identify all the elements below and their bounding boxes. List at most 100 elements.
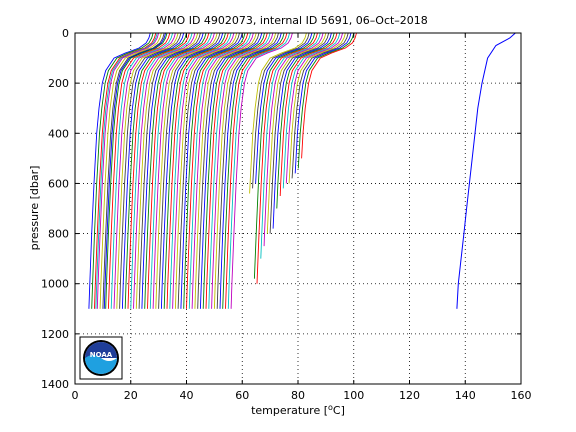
profile-line (95, 32, 158, 309)
profile-line (121, 32, 185, 309)
x-tick-label: 140 (455, 389, 476, 402)
profile-line (255, 32, 313, 184)
profile-line (94, 32, 157, 309)
profile-line (91, 32, 154, 309)
axis-ticks: 0 20 40 60 80 100 120 140 160 0 200 400 600 800 1000 12… (41, 27, 532, 402)
y-tick-label: 1200 (41, 328, 69, 341)
profile-line (256, 32, 318, 284)
profile-line (172, 32, 235, 309)
noaa-logo: NOAA (79, 336, 123, 380)
x-tick-label: 60 (235, 389, 249, 402)
x-tick-label: 80 (291, 389, 305, 402)
profile-line (219, 32, 282, 309)
x-tick-label: 120 (399, 389, 420, 402)
logo-sky (85, 342, 117, 358)
y-axis-label: pressure [dbar] (28, 166, 41, 251)
profile-line (116, 32, 179, 309)
profile-line (197, 32, 260, 309)
profile-line (113, 32, 176, 309)
y-tick-label: 0 (62, 27, 69, 40)
profile-line (294, 32, 352, 174)
profile-line (276, 32, 335, 209)
y-tick-label: 800 (48, 228, 69, 241)
profile-line (149, 32, 213, 309)
x-axis-label-post: C] (333, 404, 345, 417)
profile-line (110, 32, 174, 309)
x-tick-label: 160 (511, 389, 532, 402)
profile-line (191, 32, 254, 309)
profile-line (285, 32, 344, 184)
profile-line (169, 32, 232, 309)
profile-line (253, 32, 316, 279)
profile-line (135, 32, 199, 309)
profile-line (158, 32, 221, 309)
x-tick-label: 40 (180, 389, 194, 402)
profile-line (213, 32, 277, 309)
profile-line (107, 32, 171, 309)
x-axis-label-sup: o (328, 403, 333, 412)
profile-line (260, 32, 321, 259)
profile-line (155, 32, 218, 309)
profile-line (230, 32, 293, 309)
profile-line (177, 32, 240, 309)
profile-line (138, 32, 201, 309)
profile-line (96, 32, 160, 309)
profile-line (225, 32, 288, 309)
profile-line (88, 32, 151, 309)
profile-line (199, 32, 263, 309)
profile-line (186, 32, 249, 309)
profile-line (141, 32, 204, 309)
profile-line (119, 32, 182, 309)
profile-line (105, 32, 168, 309)
profile-line (208, 32, 271, 309)
profile-line (133, 32, 196, 309)
profile-line (147, 32, 210, 309)
profile-line (297, 32, 355, 169)
profile-line (211, 32, 274, 309)
profile-line (194, 32, 257, 309)
chart-title: WMO ID 4902073, internal ID 5691, 06–Oct… (156, 14, 428, 27)
profile-line (202, 32, 265, 309)
profile-line (183, 32, 246, 309)
profile-line (227, 32, 291, 309)
profile-line (266, 32, 327, 234)
x-tick-label: 20 (124, 389, 138, 402)
x-axis-label-pre: temperature [ (251, 404, 328, 417)
x-tick-label: 100 (343, 389, 364, 402)
profile-line (249, 32, 307, 194)
profile-line (130, 32, 193, 309)
profile-line (166, 32, 229, 309)
profile-line (152, 32, 215, 309)
profile-line (127, 32, 190, 309)
outlier-profile-line (456, 32, 516, 309)
profile-line (124, 32, 187, 309)
profile-line (180, 32, 243, 309)
profile-line (272, 32, 332, 229)
profile-line (216, 32, 279, 309)
grid-lines (75, 33, 521, 384)
profile-line (263, 32, 324, 247)
profile-line (174, 32, 238, 309)
profile-line (288, 32, 346, 184)
profile-line (222, 32, 285, 309)
profile-line (103, 32, 167, 309)
y-tick-label: 1000 (41, 278, 69, 291)
profile-line (282, 32, 341, 189)
y-tick-label: 600 (48, 177, 69, 190)
profile-line (163, 32, 226, 309)
profile-line (102, 32, 165, 309)
profile-line (269, 32, 330, 234)
profile-line (160, 32, 224, 309)
profile-line (188, 32, 252, 309)
profile-lines (88, 32, 516, 309)
profile-line (205, 32, 268, 309)
y-tick-label: 1400 (41, 378, 69, 391)
profile-line (279, 32, 338, 197)
y-tick-label: 400 (48, 127, 69, 140)
profile-line (252, 32, 310, 189)
profile-line (99, 32, 162, 309)
profile-line (144, 32, 207, 309)
y-tick-label: 200 (48, 77, 69, 90)
logo-sea (85, 355, 117, 374)
profile-line (301, 32, 357, 159)
